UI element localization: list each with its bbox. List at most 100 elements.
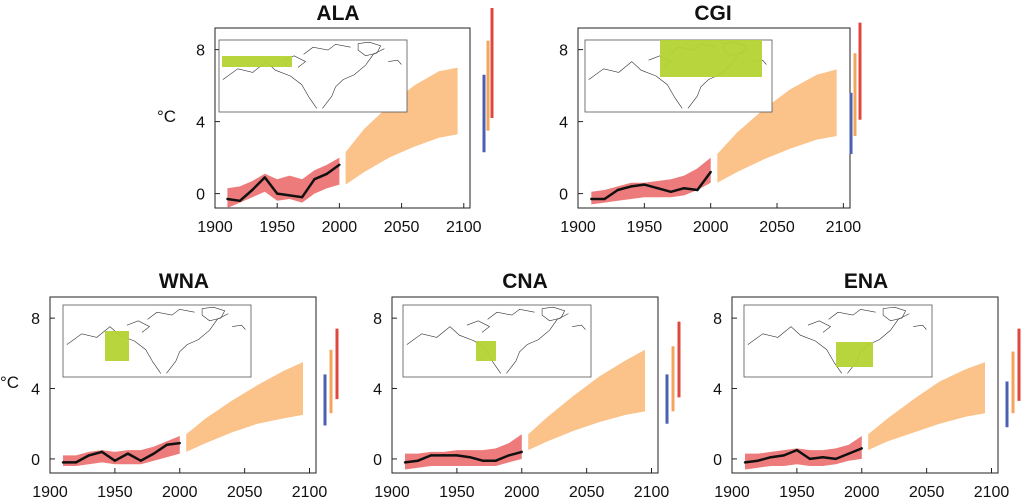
observed-point xyxy=(178,441,181,445)
observed-point xyxy=(860,447,863,450)
x-tick-label: 1950 xyxy=(439,484,475,501)
map-coastline xyxy=(572,324,586,330)
y-axis-label: °C xyxy=(0,373,19,392)
x-tick-label: 1900 xyxy=(32,484,68,501)
x-tick-label: 2100 xyxy=(634,484,670,501)
axes-frame xyxy=(391,296,659,474)
projected-range-band xyxy=(528,349,645,451)
y-tick-label: 0 xyxy=(31,452,40,469)
observed-point xyxy=(139,459,143,462)
map-coastline xyxy=(357,41,382,57)
panel-title: CGI xyxy=(694,2,731,25)
y-tick-label: 8 xyxy=(713,311,722,328)
y-tick-label: 0 xyxy=(559,187,568,204)
observed-point xyxy=(113,459,117,462)
observed-point xyxy=(300,196,304,199)
x-tick-label: 1900 xyxy=(197,219,233,236)
axes-frame xyxy=(731,296,999,474)
observed-point xyxy=(520,450,523,454)
x-tick-label: 2000 xyxy=(504,484,540,501)
observed-range-band xyxy=(591,157,711,205)
observed-point xyxy=(263,176,266,179)
x-tick-label: 2000 xyxy=(693,219,729,236)
observed-point xyxy=(834,457,838,461)
map-region-highlight xyxy=(105,331,129,361)
y-tick-label: 8 xyxy=(196,43,205,60)
observed-point xyxy=(782,454,786,457)
observed-point xyxy=(288,194,291,197)
observed-point xyxy=(696,188,699,192)
x-tick-label: 1950 xyxy=(259,219,295,236)
map-coastline xyxy=(303,43,351,55)
observed-point xyxy=(87,454,91,457)
map-coastline xyxy=(147,308,195,320)
x-tick-label: 1950 xyxy=(627,219,663,236)
x-tick-label: 1900 xyxy=(374,484,410,501)
observed-point xyxy=(590,197,593,201)
map-coastline xyxy=(388,59,402,65)
observed-point xyxy=(821,455,825,459)
x-tick-label: 1900 xyxy=(714,484,750,501)
observed-point xyxy=(338,163,341,166)
y-tick-label: 4 xyxy=(196,115,205,132)
panel-cna: CNA 0 4 8 1900 1950 2000 2050 2100 xyxy=(373,270,681,501)
region-map-inset xyxy=(743,304,933,378)
map-coastline xyxy=(828,308,876,320)
x-tick-label: 2100 xyxy=(826,219,862,236)
x-tick-label: 2100 xyxy=(974,484,1010,501)
map-coastline xyxy=(807,320,832,333)
y-axis-label: °C xyxy=(157,107,176,126)
y-tick-label: 0 xyxy=(196,187,205,204)
observed-point xyxy=(709,170,712,174)
observed-range-band xyxy=(63,436,180,466)
x-tick-label: 2000 xyxy=(844,484,880,501)
x-tick-label: 2050 xyxy=(909,484,945,501)
observed-point xyxy=(100,450,104,454)
region-map-inset xyxy=(402,304,592,378)
map-coastline xyxy=(588,61,683,109)
x-tick-label: 2100 xyxy=(292,484,328,501)
observed-point xyxy=(455,454,459,457)
x-tick-label: 2100 xyxy=(446,219,482,236)
observed-line xyxy=(404,450,523,464)
map-coastline xyxy=(232,324,246,330)
observed-point xyxy=(251,188,254,192)
observed-point xyxy=(238,199,242,202)
region-map-inset xyxy=(62,304,252,378)
observed-point xyxy=(756,459,760,462)
map-frame xyxy=(218,39,408,113)
map-coastline xyxy=(322,48,385,109)
observed-line xyxy=(63,441,180,464)
observed-point xyxy=(126,452,130,455)
observed-point xyxy=(656,187,659,190)
map-region-highlight xyxy=(222,56,292,67)
observed-range-band xyxy=(405,434,522,470)
observed-point xyxy=(429,454,433,457)
y-tick-label: 0 xyxy=(713,452,722,469)
map-coastline xyxy=(166,313,229,374)
observed-line xyxy=(744,447,863,464)
observed-point xyxy=(416,459,420,462)
map-coastline xyxy=(201,306,226,322)
map-coastline xyxy=(506,313,569,374)
observed-point xyxy=(226,197,229,201)
observed-line xyxy=(591,171,712,201)
y-tick-label: 8 xyxy=(373,311,382,328)
map-coastline xyxy=(541,306,566,322)
observed-point xyxy=(616,188,620,192)
observed-point xyxy=(61,461,65,464)
observed-point xyxy=(74,461,78,464)
panel-ena: ENA 0 4 8 1900 1950 2000 2050 2100 xyxy=(713,270,1021,501)
observed-range-band xyxy=(745,436,862,470)
y-tick-label: 4 xyxy=(31,382,40,399)
y-tick-label: 8 xyxy=(559,43,568,60)
panel-ala: ALA 0 4 8 1900 1950 2000 2050 2100 °C xyxy=(157,2,494,236)
observed-point xyxy=(603,197,606,201)
y-tick-label: 0 xyxy=(373,452,382,469)
map-coastline xyxy=(126,320,151,333)
region-map-inset xyxy=(584,39,773,113)
map-coastline xyxy=(487,308,535,320)
observed-point xyxy=(682,187,686,190)
map-region-highlight xyxy=(660,40,762,77)
map-coastline xyxy=(466,320,491,333)
